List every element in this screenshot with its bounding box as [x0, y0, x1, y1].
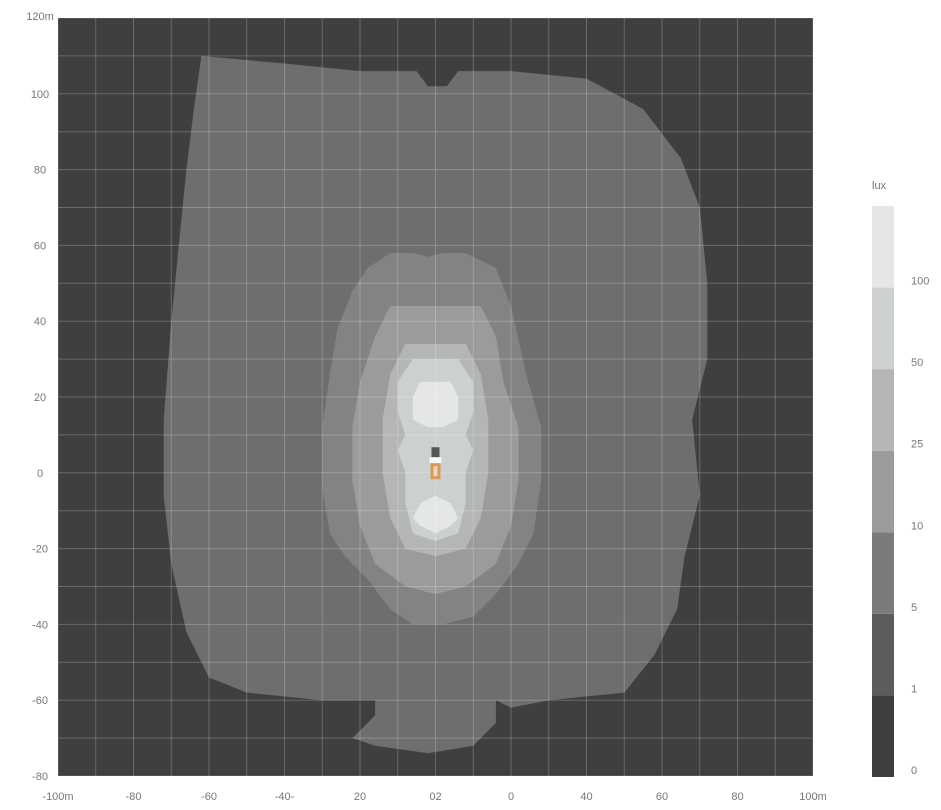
legend-label: 10: [911, 520, 923, 532]
legend-label: 1: [911, 683, 917, 695]
y-tick-label: 100: [31, 89, 49, 101]
legend-swatch: [872, 206, 894, 288]
legend-swatch: [872, 287, 894, 370]
contour-100-lux-5: [412, 381, 459, 428]
y-tick-label: 80: [34, 165, 46, 177]
grid: [57, 17, 814, 777]
x-tick-label: -60: [201, 791, 217, 803]
x-tick-label: 40: [580, 791, 592, 803]
y-tick-label: 40: [34, 316, 46, 328]
x-axis-ticks: -100m -80 -60 -40- 20 02 0 40 60 80 100m: [42, 791, 826, 803]
x-tick-label: 60: [656, 791, 668, 803]
legend-label: 0: [911, 765, 917, 777]
legend-label: 100: [911, 276, 929, 288]
y-tick-label: 120m: [26, 11, 54, 23]
y-tick-label: -40: [32, 619, 48, 631]
legend-title: lux: [872, 180, 887, 192]
light-mount: [429, 457, 442, 464]
x-tick-label: 0: [508, 791, 514, 803]
x-tick-label: -80: [126, 791, 142, 803]
legend-swatch: [872, 450, 894, 533]
contour-100-lux-6: [412, 495, 459, 534]
y-tick-label: 0: [37, 468, 43, 480]
legend-label: 25: [911, 439, 923, 451]
legend-label: 50: [911, 357, 923, 369]
light-head: [431, 447, 440, 458]
lux-legend: lux 0 1 5 10 25 50 100: [872, 180, 929, 777]
light-vehicle-detail: [433, 466, 438, 477]
x-tick-label: 02: [429, 791, 441, 803]
x-tick-label: -40-: [275, 791, 295, 803]
illuminance-contours: [163, 55, 708, 754]
x-tick-label: 80: [731, 791, 743, 803]
legend-label: 5: [911, 602, 917, 614]
y-tick-label: 20: [34, 392, 46, 404]
legend-swatch: [872, 532, 894, 614]
y-axis-ticks: 120m 100 80 60 40 20 0 -20 -40 -60 -80: [26, 11, 54, 783]
legend-swatch: [872, 695, 894, 777]
y-tick-label: 60: [34, 240, 46, 252]
x-tick-label: -100m: [42, 791, 73, 803]
legend-swatch: [872, 613, 894, 696]
legend-swatch: [872, 369, 894, 451]
x-tick-label: 20: [354, 791, 366, 803]
y-tick-label: -80: [32, 771, 48, 783]
x-tick-label: 100m: [799, 791, 827, 803]
y-tick-label: -60: [32, 695, 48, 707]
y-tick-label: -20: [32, 544, 48, 556]
light-source-marker: [429, 447, 442, 480]
